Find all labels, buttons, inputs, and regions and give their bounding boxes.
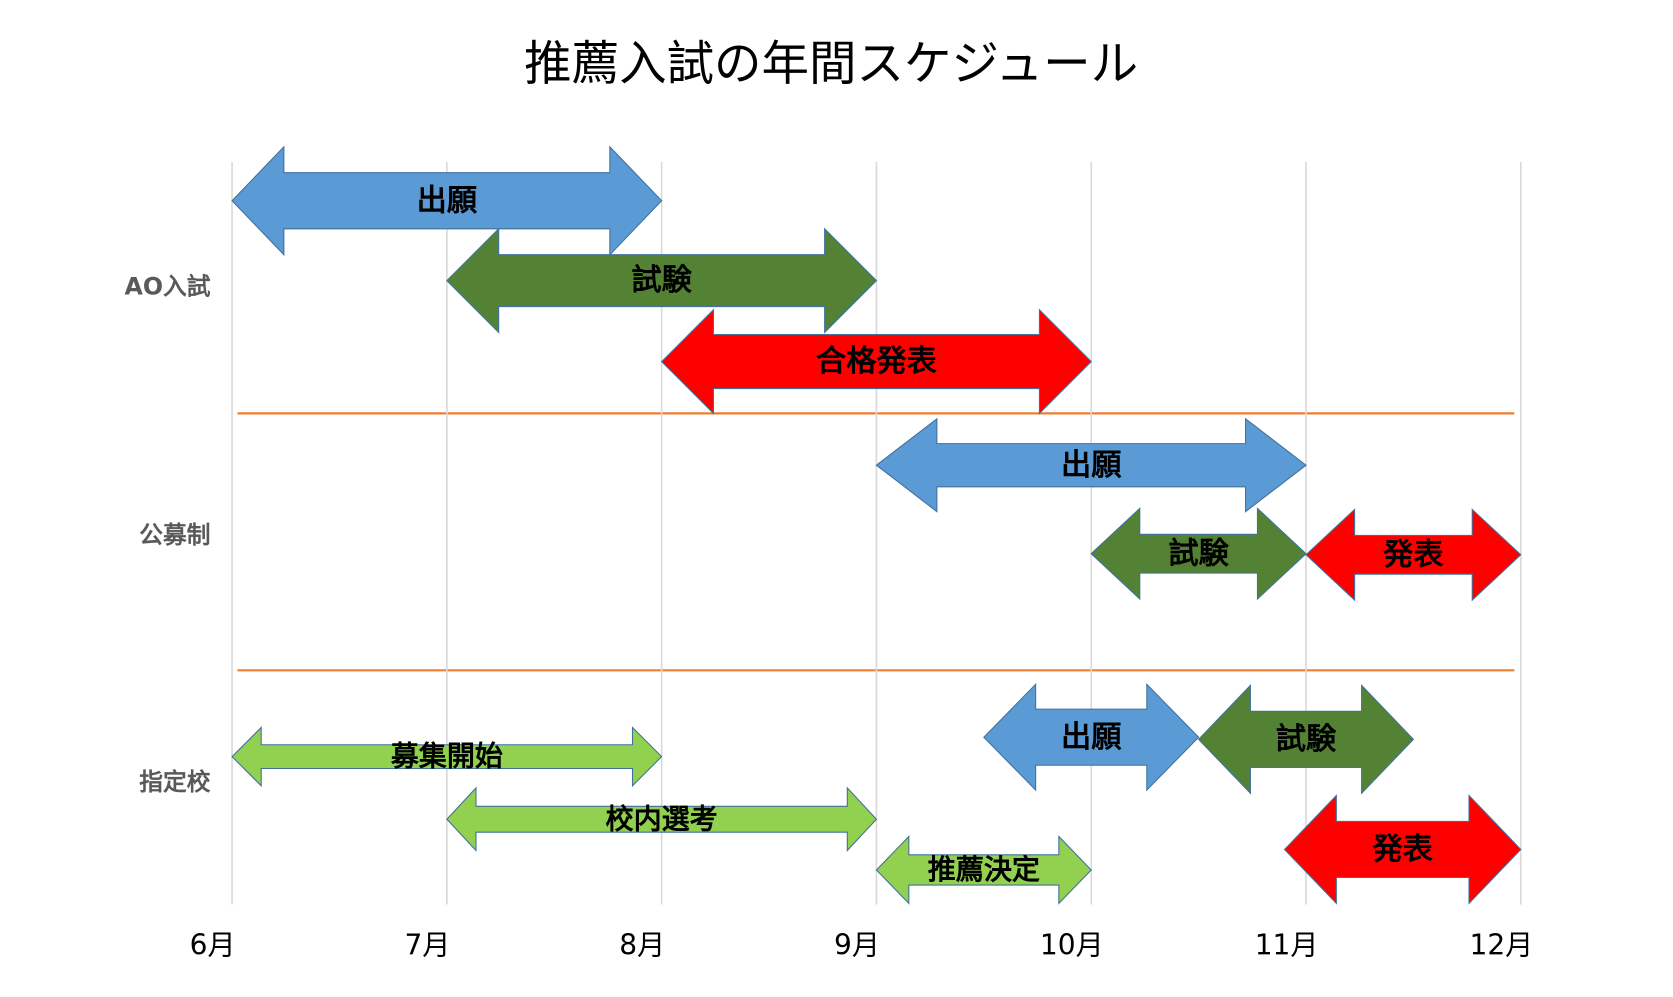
schedule-arrow [446, 227, 878, 334]
arrow-label: 合格発表 [816, 344, 938, 379]
group-label: 指定校 [139, 768, 210, 796]
schedule-arrow [1197, 684, 1415, 795]
arrow-label: 試験 [631, 262, 692, 298]
chart-title: 推薦入試の年間スケジュール [524, 37, 1138, 92]
schedule-arrow [983, 682, 1200, 792]
x-tick-label: 10月 [1040, 929, 1104, 962]
x-tick-label: 9月 [834, 929, 880, 962]
arrow-label: 出願 [417, 183, 478, 218]
x-tick-label: 8月 [619, 929, 665, 962]
schedule-arrow [231, 145, 663, 257]
schedule-arrow [1090, 507, 1307, 601]
x-tick-label: 6月 [190, 929, 236, 962]
x-tick-label: 12月 [1470, 929, 1534, 962]
arrow-label: 試験 [1276, 721, 1337, 757]
arrow-label: 推薦決定 [928, 853, 1040, 886]
schedule-arrow [231, 726, 663, 788]
schedule-arrow [660, 308, 1092, 415]
schedule-arrow [446, 786, 878, 852]
arrow-label: 校内選考 [606, 802, 718, 835]
x-tick-label: 11月 [1255, 929, 1319, 962]
schedule-arrow [875, 835, 1092, 905]
arrow-label: 出願 [1061, 720, 1122, 755]
arrow-label: 発表 [1382, 537, 1444, 572]
arrow-label: 試験 [1168, 535, 1229, 571]
schedule-arrow [1283, 794, 1522, 905]
schedule-arrow [875, 417, 1307, 513]
group-label: 公募制 [139, 521, 210, 549]
x-tick-label: 7月 [404, 929, 450, 962]
group-label: AO入試 [124, 273, 210, 301]
arrow-label: 発表 [1371, 832, 1433, 867]
arrow-label: 出願 [1061, 448, 1122, 483]
schedule-arrow [1305, 508, 1522, 602]
arrow-label: 募集開始 [390, 740, 503, 773]
